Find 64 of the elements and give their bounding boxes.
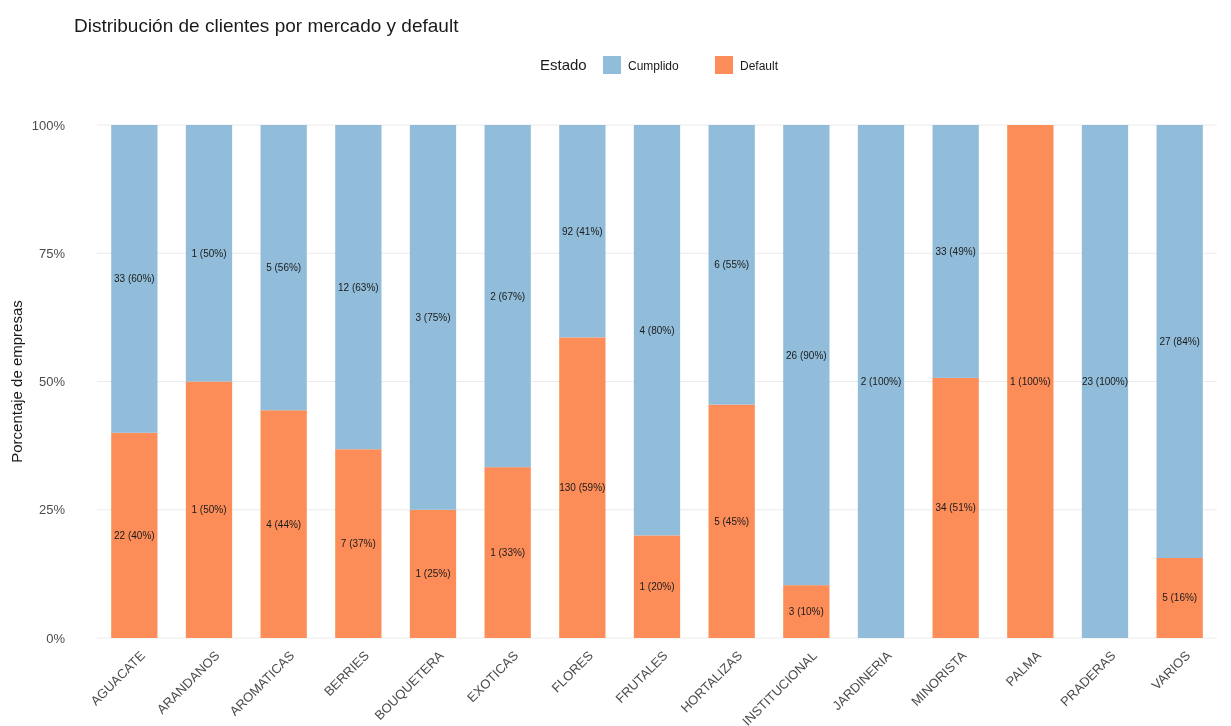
- bar: [1007, 125, 1054, 638]
- data-label: 4 (80%): [639, 324, 675, 336]
- data-label: 4 (44%): [266, 518, 302, 530]
- bar: [484, 125, 531, 468]
- data-label: 5 (45%): [714, 515, 750, 527]
- bar: [1081, 125, 1129, 638]
- bar: [335, 449, 382, 638]
- bar: [932, 377, 979, 638]
- bar: [857, 125, 905, 638]
- bar: [484, 467, 531, 638]
- data-label: 3 (75%): [415, 311, 451, 323]
- bar: [633, 125, 681, 536]
- data-label: 130 (59%): [559, 482, 606, 494]
- bar: [335, 125, 382, 450]
- bar: [409, 509, 457, 638]
- y-axis-title: Porcentaje de empresas: [8, 300, 25, 463]
- y-tick-label: 75%: [38, 245, 66, 261]
- y-tick-label: 0%: [46, 630, 66, 646]
- legend-label: Cumplido: [628, 59, 680, 73]
- data-label: 5 (16%): [1162, 592, 1198, 604]
- data-label: 26 (90%): [786, 349, 827, 361]
- bar: [111, 125, 158, 433]
- data-label: 5 (56%): [266, 262, 302, 274]
- legend-label: Default: [740, 59, 779, 73]
- legend-title: Estado: [540, 56, 587, 73]
- y-tick-label: 100%: [31, 117, 66, 133]
- bar: [708, 404, 755, 638]
- data-label: 1 (50%): [191, 247, 227, 259]
- data-label: 23 (100%): [1081, 376, 1129, 387]
- bar: [185, 125, 233, 382]
- data-label: 92 (41%): [562, 225, 603, 237]
- bar: [260, 410, 307, 638]
- bar: [932, 125, 979, 378]
- data-label: 12 (63%): [338, 281, 379, 293]
- data-label: 2 (67%): [490, 290, 526, 302]
- y-tick-label: 50%: [38, 374, 66, 390]
- bar: [708, 125, 755, 405]
- data-label: 1 (25%): [415, 568, 451, 580]
- data-label: 2 (100%): [860, 376, 902, 387]
- data-label: 33 (49%): [935, 245, 976, 257]
- y-tick-label: 25%: [38, 502, 66, 518]
- data-label: 33 (60%): [114, 273, 155, 285]
- data-label: 34 (51%): [935, 502, 976, 514]
- data-label: 27 (84%): [1159, 335, 1200, 347]
- bar: [783, 125, 830, 586]
- bar: [1156, 125, 1203, 558]
- data-label: 7 (37%): [340, 538, 376, 550]
- data-label: 1 (20%): [639, 581, 675, 593]
- bar: [111, 432, 158, 638]
- bar: [559, 337, 606, 638]
- bar: [185, 381, 233, 638]
- bar: [1156, 557, 1203, 638]
- bar: [260, 125, 307, 411]
- data-label: 1 (50%): [191, 504, 227, 516]
- data-label: 1 (33%): [490, 547, 526, 559]
- bar: [409, 125, 457, 510]
- bar: [559, 125, 606, 338]
- data-label: 22 (40%): [114, 529, 155, 541]
- bar: [633, 535, 681, 638]
- chart-title: Distribución de clientes por mercado y default: [74, 15, 460, 36]
- bar: [783, 585, 830, 638]
- data-label: 6 (55%): [714, 259, 750, 271]
- data-label: 3 (10%): [788, 606, 824, 618]
- data-label: 1 (100%): [1010, 376, 1051, 387]
